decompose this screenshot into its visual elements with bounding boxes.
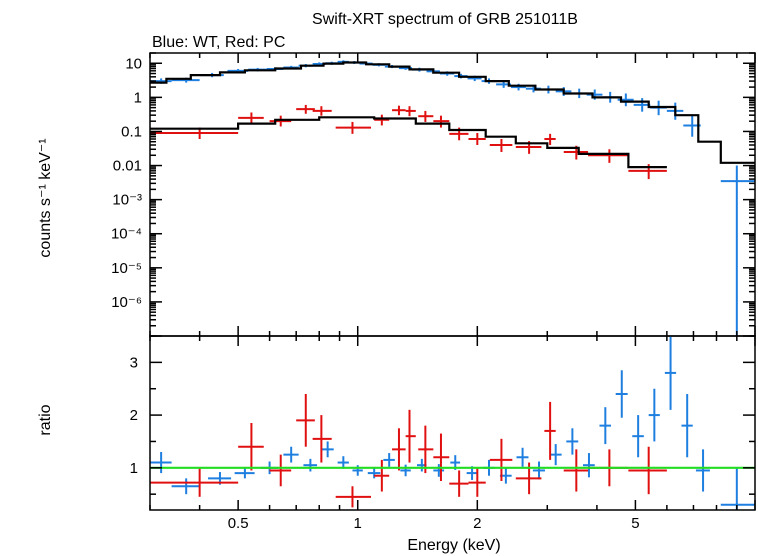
spectrum-pc-point-1 (238, 112, 264, 124)
spectrum-pc-point-10 (433, 115, 450, 128)
ratio-wt-point-22 (566, 428, 579, 455)
x-tick-label-2: 2 (473, 515, 481, 532)
spectrum-y-tick-label-4: 10⁻³ (112, 192, 142, 209)
ratio-pc-point-10 (433, 433, 450, 481)
spectrum-y-tick-label-3: 0.01 (113, 158, 142, 175)
ratio-pc-point-2 (269, 454, 292, 487)
ratio-wt-point-23 (582, 453, 595, 478)
ratio-wt-point-0 (150, 452, 172, 474)
ratio-panel: 0.5 1 2 5 1 2 3 (130, 335, 756, 532)
spectrum-pc-point-4 (312, 106, 332, 116)
spectrum-y-tick-label-7: 10⁻⁶ (111, 294, 142, 311)
ratio-wt-point-21 (549, 444, 562, 466)
x-tick-label-0: 0.5 (228, 515, 249, 532)
spectrum-pc-point-2 (269, 115, 292, 127)
spectrum-pc-point-9 (418, 110, 434, 122)
spectrum-pc-point-12 (468, 133, 486, 146)
ratio-wt-point-5 (283, 446, 299, 463)
ratio-wt-point-26 (632, 415, 644, 458)
ratio-y-axis-label: ratio (37, 404, 54, 435)
ratio-pc-point-6 (374, 459, 390, 492)
ratio-wt-point-12 (400, 464, 411, 477)
spectrum-y-tick-label-0: 10 (125, 55, 142, 72)
ratio-pc-point-15 (544, 401, 556, 460)
spectrum-wt-point-35 (720, 165, 755, 336)
spectrum-pc-point-3 (296, 104, 315, 114)
ratio-pc-point-5 (335, 486, 372, 508)
ratio-wt-point-6 (303, 458, 318, 472)
ratio-y-tick-label-1: 2 (130, 407, 138, 424)
spectrum-pc-point-13 (489, 139, 513, 152)
ratio-pc-point-16 (563, 449, 589, 492)
chart-title: Swift-XRT spectrum of GRB 251011B (312, 11, 578, 28)
x-axis-label: Energy (keV) (407, 537, 500, 554)
ratio-wt-point-30 (695, 449, 710, 492)
chart-subtitle: Blue: WT, Red: PC (152, 34, 285, 51)
spectrum-pc-point-8 (405, 106, 416, 117)
spectrum-y-tick-label-2: 0.1 (121, 123, 142, 140)
spectrum-pc-point-17 (588, 149, 629, 163)
ratio-pc-point-3 (296, 394, 315, 447)
ratio-wt-point-11 (383, 453, 395, 467)
spectrum-y-tick-label-5: 10⁻⁴ (111, 226, 142, 243)
ratio-pc-point-18 (628, 446, 667, 495)
ratio-wt-point-27 (648, 388, 660, 442)
ratio-pc-point-12 (468, 468, 486, 497)
spectrum-panel: 10 1 0.1 0.01 10⁻³ 10⁻⁴ 10⁻⁵ 10⁻⁶ (111, 52, 756, 337)
spectrum-y-tick-label-1: 1 (134, 89, 142, 106)
ratio-pc-point-7 (392, 428, 406, 471)
spectrum-y-axis-label: counts s⁻¹ keV⁻¹ (37, 138, 54, 257)
spectrum-pc-point-15 (544, 133, 556, 146)
ratio-wt-point-29 (681, 394, 693, 458)
ratio-wt-point-3 (234, 467, 255, 479)
ratio-wt-point-1 (171, 478, 200, 495)
ratio-wt-point-10 (367, 467, 381, 479)
ratio-pc-point-13 (489, 438, 513, 481)
ratio-wt-point-20 (532, 461, 545, 480)
ratio-wt-point-25 (615, 370, 628, 418)
ratio-wt-point-19 (516, 447, 529, 467)
ratio-pc-point-9 (418, 425, 434, 474)
ratio-wt-point-24 (599, 407, 611, 445)
model-wt-line (150, 61, 755, 164)
x-tick-label-1: 1 (354, 515, 362, 532)
model-pc-line (150, 116, 667, 169)
ratio-y-tick-label-0: 1 (130, 460, 138, 477)
ratio-y-tick-label-2: 3 (130, 354, 138, 371)
spectrum-pc-point-6 (374, 114, 390, 126)
ratio-pc-point-0 (150, 468, 239, 497)
ratio-wt-point-28 (664, 336, 677, 410)
ratio-pc-point-11 (449, 470, 469, 497)
spectrum-pc-point-7 (392, 105, 406, 116)
x-tick-label-3: 5 (631, 515, 639, 532)
ratio-wt-point-14 (433, 464, 445, 477)
spectrum-pc-point-5 (335, 121, 372, 134)
ratio-pc-point-4 (312, 415, 332, 463)
ratio-wt-point-31 (720, 467, 755, 510)
ratio-wt-point-7 (321, 441, 334, 458)
spectrum-frame (149, 52, 756, 337)
ratio-pc-point-1 (238, 423, 264, 471)
ratio-pc-point-8 (405, 409, 416, 463)
spectrum-y-tick-label-6: 10⁻⁵ (111, 260, 142, 277)
spectrum-wt-point-31 (633, 98, 651, 112)
ratio-frame (149, 335, 756, 511)
